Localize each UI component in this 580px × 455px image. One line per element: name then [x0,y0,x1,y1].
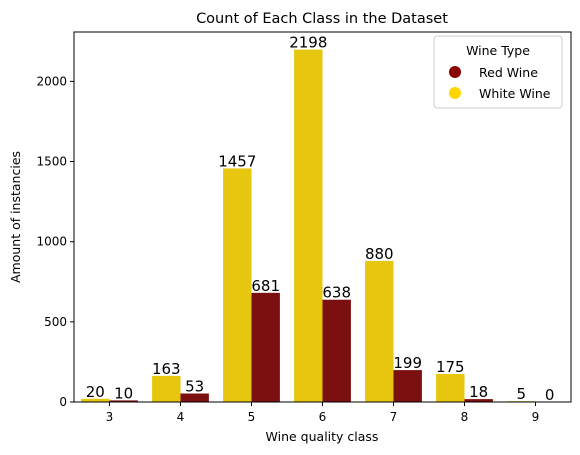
x-tick-label-3: 3 [106,410,114,424]
legend-frame [433,35,563,109]
bar-red-wine-3 [109,400,138,402]
bar-white-wine-8 [436,373,465,402]
bar-white-wine-5 [223,168,252,402]
bar-label-white-wine-6: 2198 [289,34,327,52]
bar-red-wine-6 [322,299,351,402]
y-tick-label-1500: 1500 [36,155,67,169]
bar-white-wine-7 [365,260,394,402]
x-tick-label-9: 9 [532,410,540,424]
x-tick-label-7: 7 [390,410,398,424]
legend-title: Wine Type [466,43,530,58]
bar-red-wine-7 [393,370,422,402]
bar-label-red-wine-3: 10 [114,384,133,402]
legend-label-white-wine: White Wine [479,86,551,101]
bar-label-red-wine-4: 53 [185,378,204,396]
y-tick-label-500: 500 [44,315,67,329]
bar-label-white-wine-4: 163 [152,360,181,378]
bar-red-wine-5 [251,292,280,402]
bar-label-red-wine-7: 199 [393,354,422,372]
bar-white-wine-6 [294,49,323,403]
chart-title: Count of Each Class in the Dataset [196,11,448,27]
x-tick-label-6: 6 [319,410,327,424]
bar-label-red-wine-6: 638 [322,284,351,302]
legend-label-red-wine: Red Wine [479,65,538,80]
x-tick-label-8: 8 [461,410,469,424]
legend-marker-white-wine [449,87,461,99]
bar-red-wine-4 [180,393,209,402]
bar-white-wine-3 [81,398,110,402]
bar-label-white-wine-8: 175 [436,358,465,376]
y-tick-label-1000: 1000 [36,235,67,249]
bar-white-wine-4 [152,375,181,402]
x-axis-label: Wine quality class [266,429,379,444]
x-tick-label-4: 4 [177,410,185,424]
bar-label-white-wine-7: 880 [365,245,394,263]
y-tick-label-0: 0 [59,395,67,409]
x-tick-label-5: 5 [248,410,256,424]
bar-label-red-wine-9: 0 [545,386,555,404]
y-tick-label-2000: 2000 [36,74,67,88]
bar-label-white-wine-3: 20 [86,383,105,401]
y-axis-label: Amount of instancies [8,151,23,283]
bar-label-red-wine-5: 681 [251,277,280,295]
legend-marker-red-wine [449,66,461,78]
legend: Wine Type Red Wine White Wine [433,35,563,109]
bar-red-wine-8 [464,399,493,402]
bar-label-white-wine-9: 5 [517,385,527,403]
bar-label-white-wine-5: 1457 [218,152,256,170]
bar-label-red-wine-8: 18 [469,383,488,401]
